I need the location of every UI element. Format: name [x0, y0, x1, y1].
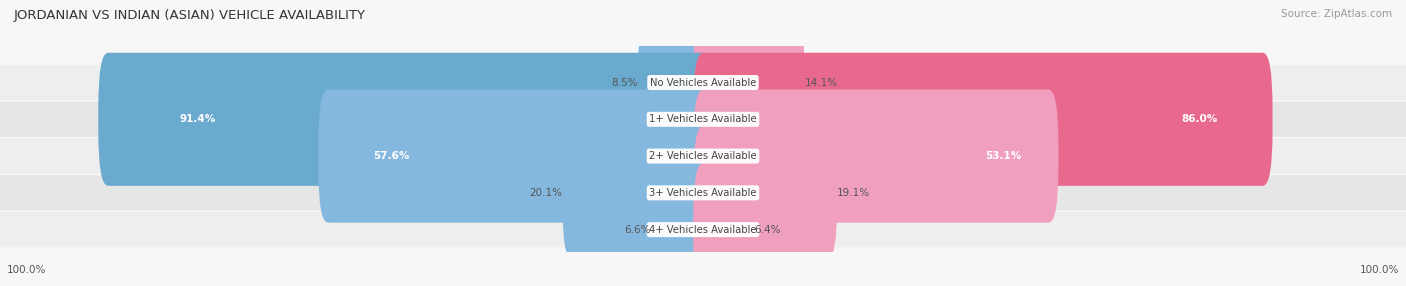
FancyBboxPatch shape	[638, 16, 713, 149]
FancyBboxPatch shape	[693, 16, 804, 149]
Text: No Vehicles Available: No Vehicles Available	[650, 78, 756, 88]
FancyBboxPatch shape	[98, 53, 713, 186]
FancyBboxPatch shape	[318, 90, 713, 223]
FancyBboxPatch shape	[0, 102, 1406, 137]
FancyBboxPatch shape	[0, 175, 1406, 210]
FancyBboxPatch shape	[693, 53, 1272, 186]
Text: 14.1%: 14.1%	[804, 78, 838, 88]
Text: Source: ZipAtlas.com: Source: ZipAtlas.com	[1281, 9, 1392, 19]
Text: 19.1%: 19.1%	[837, 188, 870, 198]
Text: 3+ Vehicles Available: 3+ Vehicles Available	[650, 188, 756, 198]
Text: 53.1%: 53.1%	[984, 151, 1021, 161]
Text: JORDANIAN VS INDIAN (ASIAN) VEHICLE AVAILABILITY: JORDANIAN VS INDIAN (ASIAN) VEHICLE AVAI…	[14, 9, 366, 21]
Text: 6.4%: 6.4%	[755, 225, 780, 235]
Text: 100.0%: 100.0%	[1360, 265, 1399, 275]
Text: 86.0%: 86.0%	[1182, 114, 1218, 124]
Text: 4+ Vehicles Available: 4+ Vehicles Available	[650, 225, 756, 235]
Text: 57.6%: 57.6%	[373, 151, 409, 161]
FancyBboxPatch shape	[562, 126, 713, 259]
Text: 1+ Vehicles Available: 1+ Vehicles Available	[650, 114, 756, 124]
FancyBboxPatch shape	[693, 126, 837, 259]
FancyBboxPatch shape	[650, 163, 713, 286]
Text: 20.1%: 20.1%	[530, 188, 562, 198]
Text: 8.5%: 8.5%	[612, 78, 638, 88]
FancyBboxPatch shape	[0, 212, 1406, 247]
FancyBboxPatch shape	[693, 163, 755, 286]
Text: 100.0%: 100.0%	[7, 265, 46, 275]
FancyBboxPatch shape	[0, 138, 1406, 174]
FancyBboxPatch shape	[693, 90, 1059, 223]
Text: 91.4%: 91.4%	[180, 114, 215, 124]
Text: 6.6%: 6.6%	[624, 225, 650, 235]
FancyBboxPatch shape	[0, 65, 1406, 100]
Text: 2+ Vehicles Available: 2+ Vehicles Available	[650, 151, 756, 161]
